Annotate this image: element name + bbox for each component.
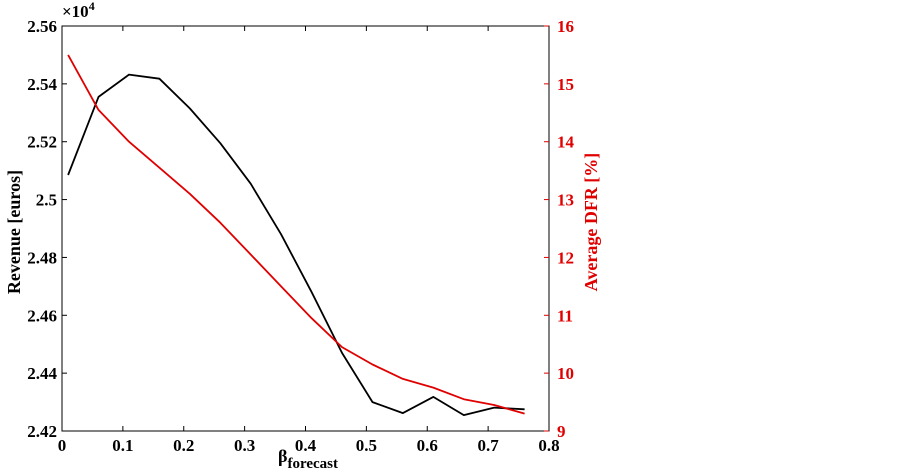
left-tick-label: 2.46: [27, 306, 57, 325]
right-tick-label: 10: [557, 364, 574, 383]
left-tick-label: 2.48: [27, 248, 57, 267]
x-axis-label: βforecast: [278, 446, 338, 472]
left-tick-label: 2.42: [27, 422, 57, 441]
y-axis-label-left: Revenue [euros]: [4, 170, 24, 294]
left-tick-label: 2.56: [27, 17, 57, 36]
x-tick-label: 0.7: [478, 436, 500, 455]
right-tick-label: 14: [557, 133, 575, 152]
right-tick-label: 9: [557, 422, 566, 441]
x-tick-label: 0.8: [538, 436, 559, 455]
right-tick-label: 16: [557, 17, 574, 36]
left-tick-label: 2.44: [27, 364, 57, 383]
x-tick-label: 0.4: [295, 436, 317, 455]
left-tick-label: 2.52: [27, 133, 57, 152]
x-tick-label: 0.6: [417, 436, 438, 455]
left-axis-multiplier: ×104: [62, 0, 95, 21]
right-tick-label: 12: [557, 248, 574, 267]
right-tick-label: 13: [557, 191, 574, 210]
x-axis-ticks: 0 0.1 0.2 0.3 0.4 0.5 0.6 0.7 0.8: [58, 26, 560, 455]
left-tick-label: 2.54: [27, 75, 57, 94]
right-axis-ticks: 9 10 11 12 13 14 15 16: [544, 17, 575, 441]
plot-frame: [61, 25, 550, 432]
x-tick-label: 0.1: [112, 436, 133, 455]
dfr-series-line: [67, 54, 525, 415]
left-tick-label: 2.5: [36, 191, 57, 210]
series-layer: [67, 54, 525, 417]
y-axis-label-right: Average DFR [%]: [581, 153, 601, 292]
x-tick-label: 0: [58, 436, 67, 455]
right-tick-label: 15: [557, 75, 574, 94]
left-axis-ticks: 2.42 2.44 2.46 2.48 2.5 2.52 2.54 2.56: [27, 17, 67, 441]
x-tick-label: 0.2: [173, 436, 194, 455]
revenue-series-line: [67, 73, 525, 417]
x-tick-label: 0.5: [356, 436, 377, 455]
right-tick-label: 11: [557, 306, 573, 325]
x-tick-label: 0.3: [234, 436, 255, 455]
